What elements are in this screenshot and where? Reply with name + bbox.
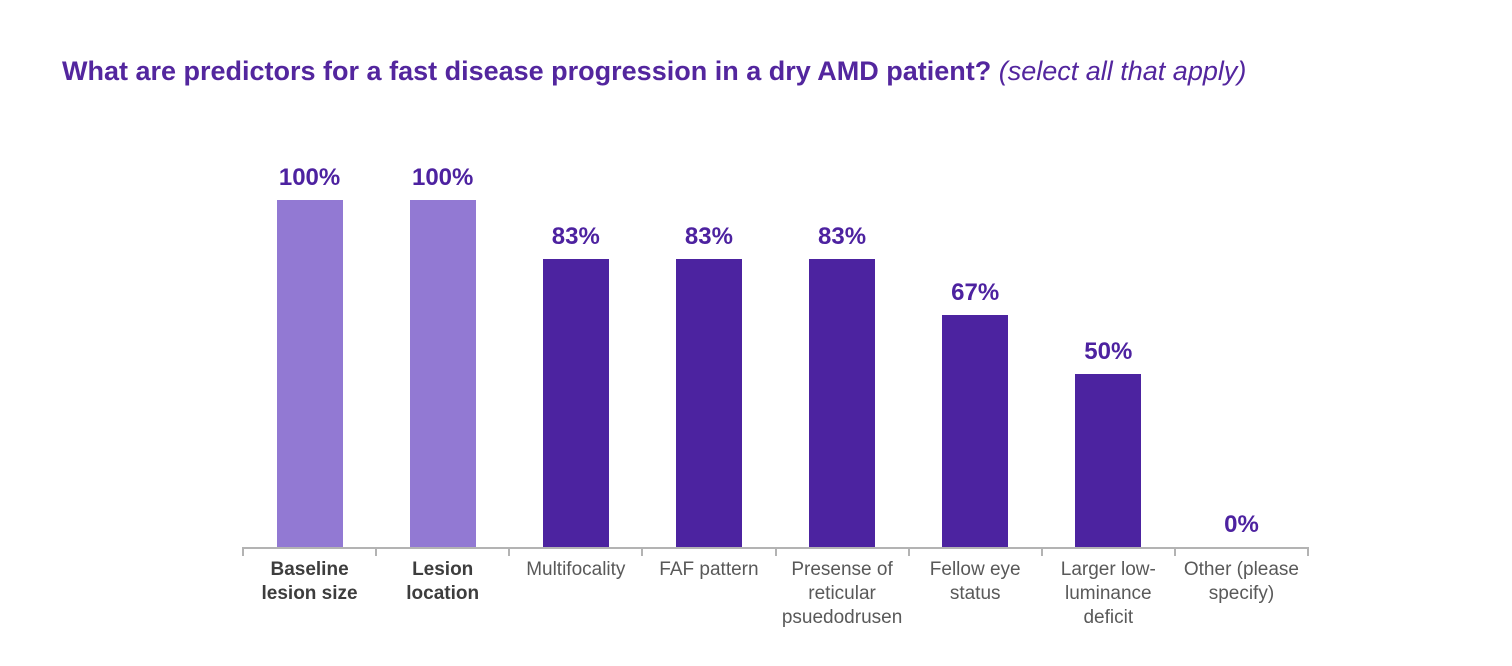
category-axis-labels: Baseline lesion size Lesion location Multi… xyxy=(243,549,1308,630)
bar-group: 83% xyxy=(642,223,775,547)
category-label: FAF pattern xyxy=(659,559,759,580)
bar-value-label: 50% xyxy=(1084,337,1133,365)
bar xyxy=(942,314,1009,547)
bar-value-label: 100% xyxy=(278,164,341,191)
bar-value-label: 100% xyxy=(411,164,474,191)
bar-group: 0% xyxy=(1175,511,1308,547)
bar-group: 100% xyxy=(243,164,376,547)
chart-title-suffix: (select all that apply) xyxy=(991,56,1247,86)
bar-group: 50% xyxy=(1042,337,1175,547)
bar-group: 100% xyxy=(376,164,509,547)
bar-group: 83% xyxy=(776,223,909,547)
axis-tick xyxy=(242,547,244,556)
bars-row: 100% 100% 83% 83% 83% 67% 50% 0% xyxy=(242,160,1309,556)
axis-tick xyxy=(508,547,511,556)
axis-tick xyxy=(1040,547,1043,556)
axis-tick xyxy=(774,547,777,556)
category-label: Fellow eye status xyxy=(929,559,1021,604)
bar-value-label: 0% xyxy=(1224,511,1259,538)
chart-title: What are predictors for a fast disease p… xyxy=(62,52,1246,90)
bar xyxy=(542,259,609,547)
axis-tick xyxy=(907,547,910,556)
category-label: Presense of reticular psuedodrusen xyxy=(781,559,903,628)
category-label: Lesion location xyxy=(406,559,480,604)
bar-group: 67% xyxy=(909,279,1042,547)
bar-chart: 100% 100% 83% 83% 83% 67% 50% 0% Baseline lesio… xyxy=(242,160,1309,630)
bar xyxy=(409,200,476,547)
bar xyxy=(675,259,742,547)
bar-group: 83% xyxy=(509,223,642,547)
axis-tick xyxy=(641,547,644,556)
bar-value-label: 83% xyxy=(551,223,600,250)
category-label: Multifocality xyxy=(526,559,626,580)
bar-value-label: 83% xyxy=(684,223,733,250)
category-label: Larger low-luminance deficit xyxy=(1060,559,1156,628)
axis-tick xyxy=(375,547,378,556)
chart-title-question: What are predictors for a fast disease p… xyxy=(62,56,992,86)
bar-value-label: 83% xyxy=(818,223,867,250)
bar xyxy=(1075,373,1142,547)
axis-tick xyxy=(1173,547,1176,556)
category-label: Other (please specify) xyxy=(1183,559,1299,604)
category-label: Baseline lesion size xyxy=(261,559,358,604)
axis-tick xyxy=(1307,547,1309,556)
bar-value-label: 67% xyxy=(951,278,1000,306)
bar xyxy=(276,200,343,547)
bar xyxy=(809,259,876,547)
